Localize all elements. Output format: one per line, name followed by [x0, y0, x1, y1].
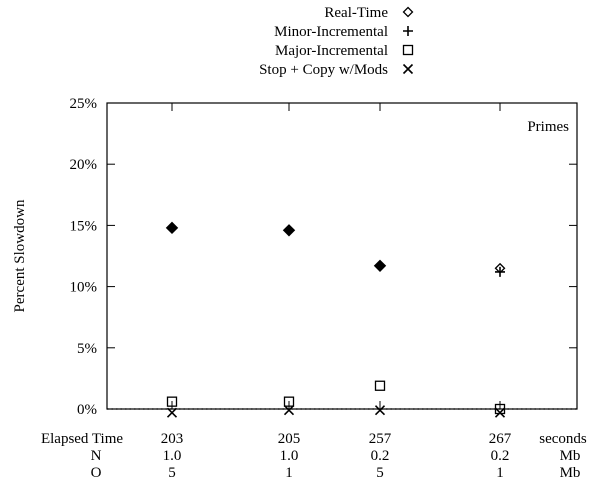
table-cell: 267	[489, 431, 512, 447]
point-cross	[283, 405, 295, 416]
point-cross	[166, 407, 178, 418]
point-cross	[494, 407, 506, 418]
table-cell: 1.0	[280, 448, 299, 464]
legend-label: Major-Incremental	[275, 43, 388, 59]
point-plus	[375, 260, 385, 271]
point-square	[283, 396, 295, 407]
table-cell: 5	[168, 465, 176, 481]
table-cell: 5	[376, 465, 384, 481]
table-row-label: Elapsed Time	[41, 431, 123, 447]
table-row-label: N	[91, 448, 102, 464]
point-square	[166, 396, 178, 407]
table-row-unit: seconds	[539, 431, 587, 447]
legend-marker-square	[402, 44, 414, 56]
legend-label: Real-Time	[324, 5, 388, 21]
legend: Real-Time Minor-Incremental Major-Incremen…	[259, 5, 414, 78]
data-marks	[165, 221, 506, 418]
table-row-label: O	[91, 465, 102, 481]
table-cell: 205	[278, 431, 301, 447]
plot-frame	[106, 102, 578, 410]
table-row-unit: Mb	[560, 448, 581, 464]
point-plus	[167, 222, 177, 233]
legend-marker-plus	[403, 26, 413, 36]
table-cell: 1	[285, 465, 293, 481]
bottom-table: Elapsed Time 203 205 257 267 seconds N 1.0 1.0 0.…	[41, 431, 587, 481]
table-cell: 1	[496, 465, 504, 481]
point-square	[374, 380, 386, 391]
y-tick-label: 20%	[70, 157, 98, 173]
panel-label: Primes	[527, 119, 569, 135]
point-plus	[284, 225, 294, 236]
y-axis-label: Percent Slowdown	[12, 199, 28, 312]
legend-marker-diamond	[402, 6, 414, 18]
y-tick-label: 0%	[77, 402, 97, 418]
legend-marker-cross	[402, 63, 414, 75]
y-tick-label: 5%	[77, 341, 97, 357]
y-axis: 0% 5% 10% 15% 20% 25%	[70, 96, 577, 418]
y-tick-label: 15%	[70, 218, 98, 234]
table-row-unit: Mb	[560, 465, 581, 481]
table-cell: 0.2	[491, 448, 510, 464]
table-cell: 0.2	[371, 448, 390, 464]
y-tick-label: 10%	[70, 280, 98, 296]
table-cell: 1.0	[163, 448, 182, 464]
y-tick-label: 25%	[70, 96, 98, 112]
point-cross	[374, 405, 386, 416]
table-cell: 257	[369, 431, 392, 447]
legend-label: Minor-Incremental	[274, 24, 388, 40]
legend-label: Stop + Copy w/Mods	[259, 62, 388, 78]
table-cell: 203	[161, 431, 184, 447]
point-plus	[495, 266, 505, 277]
